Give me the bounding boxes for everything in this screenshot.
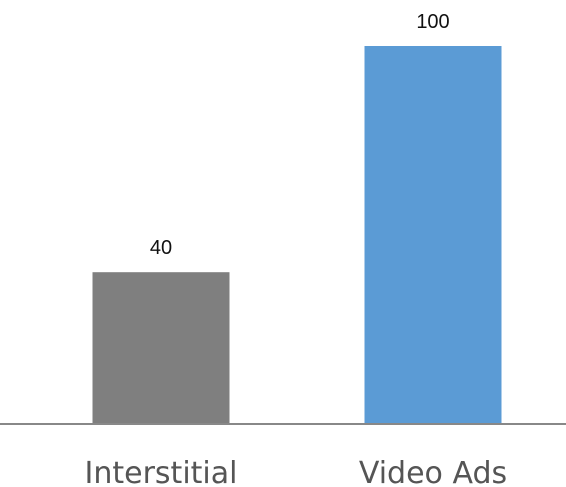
bars-layer <box>92 46 502 423</box>
data-label-video-ads: 100 <box>416 11 449 33</box>
category-labels-layer: Interstitial Video Ads <box>85 456 508 487</box>
data-label-interstitial: 40 <box>150 237 172 259</box>
bar-interstitial <box>92 272 230 423</box>
bar-video-ads <box>364 46 502 423</box>
category-label-video-ads: Video Ads <box>359 456 507 487</box>
data-labels-layer: 40 100 <box>150 11 450 259</box>
category-label-interstitial: Interstitial <box>85 456 238 487</box>
